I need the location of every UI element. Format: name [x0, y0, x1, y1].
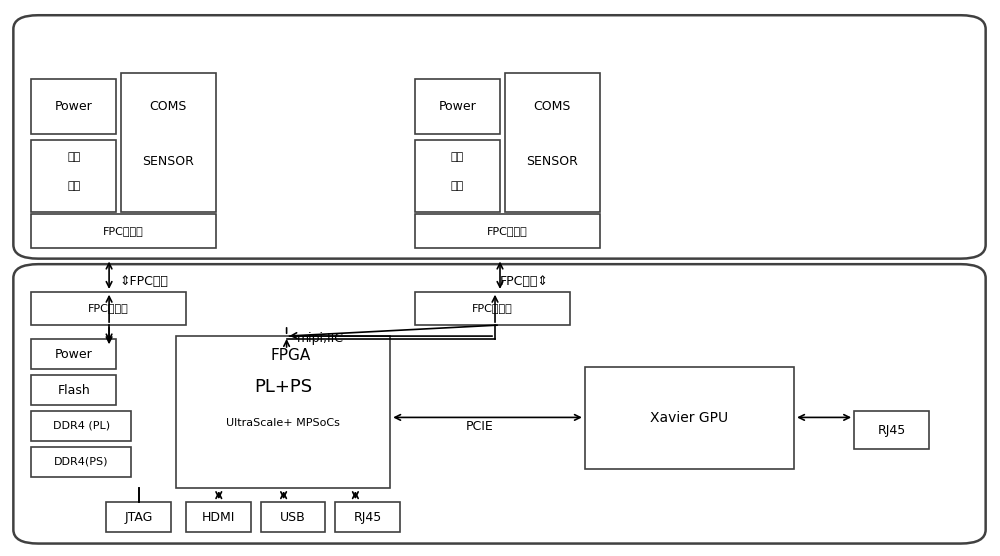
- Bar: [505, 73, 600, 212]
- Bar: [335, 502, 400, 533]
- Text: ⇕FPC排线: ⇕FPC排线: [119, 275, 168, 289]
- Bar: [31, 446, 131, 477]
- Text: USB: USB: [280, 511, 306, 524]
- FancyBboxPatch shape: [13, 264, 986, 544]
- Text: COMS: COMS: [534, 100, 571, 113]
- Text: Power: Power: [55, 100, 93, 113]
- Bar: [186, 502, 251, 533]
- Bar: [415, 292, 570, 325]
- Bar: [31, 411, 131, 441]
- Bar: [31, 375, 116, 405]
- Text: 变焦: 变焦: [67, 152, 80, 162]
- Text: FPGA: FPGA: [270, 348, 311, 363]
- Text: SENSOR: SENSOR: [142, 155, 194, 168]
- Text: 变焦: 变焦: [451, 152, 464, 162]
- Bar: [854, 411, 929, 449]
- Text: FPC排线⇕: FPC排线⇕: [500, 275, 549, 289]
- Text: PCIE: PCIE: [466, 420, 494, 433]
- Text: Power: Power: [439, 100, 476, 113]
- Bar: [31, 140, 116, 212]
- Text: DDR4(PS): DDR4(PS): [54, 457, 108, 467]
- Text: JTAG: JTAG: [124, 511, 153, 524]
- Text: FPC连接器: FPC连接器: [487, 226, 528, 236]
- Text: 驱动: 驱动: [67, 181, 80, 191]
- Text: SENSOR: SENSOR: [526, 155, 578, 168]
- Bar: [31, 339, 116, 369]
- Bar: [415, 79, 500, 134]
- Bar: [415, 215, 600, 247]
- Bar: [31, 79, 116, 134]
- Text: DDR4 (PL): DDR4 (PL): [53, 421, 110, 431]
- Text: RJ45: RJ45: [877, 424, 906, 436]
- Bar: [415, 140, 500, 212]
- Text: UltraScale+ MPSoCs: UltraScale+ MPSoCs: [226, 418, 340, 428]
- Text: 驱动: 驱动: [451, 181, 464, 191]
- Bar: [261, 502, 325, 533]
- Text: Flash: Flash: [57, 384, 90, 396]
- Bar: [176, 336, 390, 488]
- Text: COMS: COMS: [150, 100, 187, 113]
- Bar: [121, 73, 216, 212]
- Bar: [31, 215, 216, 247]
- Text: FPC连接器: FPC连接器: [88, 304, 129, 314]
- Text: PL+PS: PL+PS: [254, 378, 312, 396]
- FancyBboxPatch shape: [13, 15, 986, 259]
- Text: Xavier GPU: Xavier GPU: [650, 411, 729, 425]
- Text: FPC连接器: FPC连接器: [472, 304, 513, 314]
- Text: Power: Power: [55, 348, 93, 361]
- Text: FPC连接器: FPC连接器: [103, 226, 144, 236]
- Bar: [31, 292, 186, 325]
- Bar: [585, 366, 794, 469]
- Text: HDMI: HDMI: [202, 511, 235, 524]
- Text: RJ45: RJ45: [354, 511, 382, 524]
- Bar: [106, 502, 171, 533]
- Text: mipi,IIC: mipi,IIC: [297, 332, 344, 345]
